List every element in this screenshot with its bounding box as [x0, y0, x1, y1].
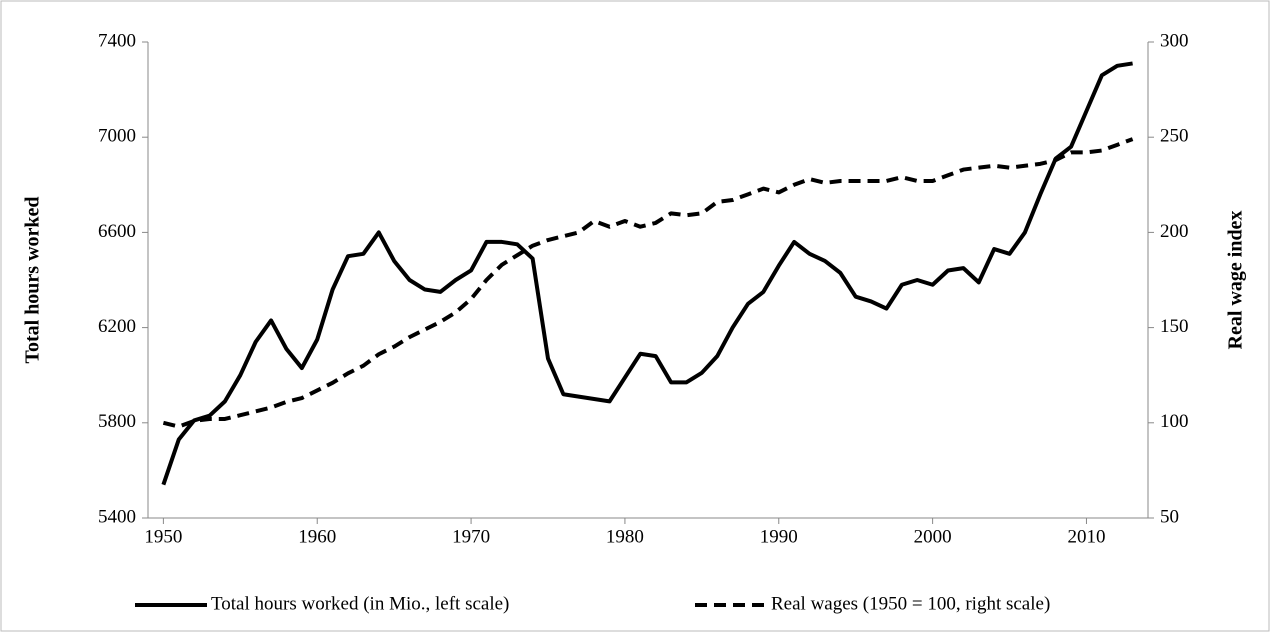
x-tick-label: 1950 [144, 526, 182, 547]
y2-tick-label: 300 [1160, 30, 1189, 51]
y-tick-label: 7400 [98, 30, 136, 51]
y-tick-label: 5800 [98, 411, 136, 432]
y-tick-label: 7000 [98, 126, 136, 147]
x-tick-label: 1990 [760, 526, 798, 547]
y-tick-label: 5400 [98, 506, 136, 527]
x-tick-label: 1970 [452, 526, 490, 547]
y2-tick-label: 150 [1160, 316, 1189, 337]
y2-tick-label: 200 [1160, 221, 1189, 242]
data-line [161, 61, 1133, 486]
data-line [162, 137, 1134, 429]
legend-label: Total hours worked (in Mio., left scale) [211, 593, 509, 614]
y-tick-label: 6200 [98, 316, 136, 337]
y-tick-label: 6600 [98, 221, 136, 242]
x-tick-label: 2000 [914, 526, 952, 547]
y2-tick-label: 50 [1160, 506, 1179, 527]
x-tick-label: 1960 [298, 526, 336, 547]
x-tick-label: 1980 [606, 526, 644, 547]
y2-tick-label: 100 [1160, 411, 1189, 432]
x-tick-label: 2010 [1067, 526, 1105, 547]
legend-label: Real wages (1950 = 100, right scale) [771, 593, 1050, 614]
y2-axis-title: Real wage index [1225, 211, 1247, 350]
y2-tick-label: 250 [1160, 126, 1189, 147]
y-axis-title: Total hours worked [22, 196, 44, 363]
